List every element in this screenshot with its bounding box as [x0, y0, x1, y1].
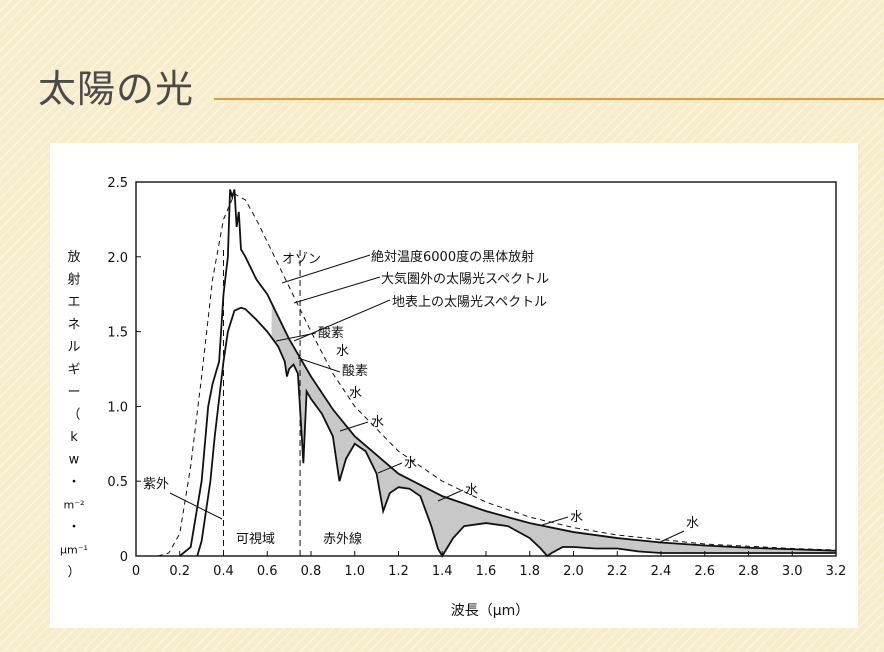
absorption-label: オゾン: [282, 252, 321, 267]
y-axis-label-char: m⁻²: [64, 499, 85, 512]
x-tick-label: 1.6: [476, 564, 497, 579]
y-axis-label-char: w: [69, 453, 80, 468]
spectrum-chart: 0 0.2 0.4 0.6 0.8 1.0 1.2 1.4 1.6 1.8 2.0 2.2 2.4 2.6…: [60, 176, 846, 619]
y-axis-label-char: ル: [67, 340, 80, 355]
legend-label-surface: 地表上の太陽光スペクトル: [392, 295, 547, 310]
absorption-label: 水: [465, 483, 478, 498]
x-tick-label: 2.4: [651, 564, 672, 579]
absorption-label: 水: [336, 344, 349, 359]
absorption-label: 酸素: [342, 364, 368, 379]
y-axis-label-char: （: [67, 408, 80, 423]
x-tick-label: 1.2: [388, 564, 409, 579]
y-axis-label-char: 射: [67, 272, 80, 288]
title-underline: [214, 98, 884, 100]
y-axis-label-char: エ: [67, 295, 80, 310]
callout-line: [377, 462, 403, 474]
x-tick-label: 2.6: [694, 564, 715, 579]
callout-line: [657, 530, 685, 544]
x-axis-label: 波長（μm）: [451, 603, 530, 619]
y-tick-label: 1.0: [107, 400, 128, 415]
region-label-visible: 可視域: [236, 532, 275, 547]
blackbody-curve: [157, 193, 837, 557]
y-axis-label-char: 放: [67, 250, 80, 265]
callout-line: [275, 332, 317, 342]
callout-line: [297, 357, 341, 373]
x-tick-label: 0.8: [301, 564, 322, 579]
y-tick-label: 0.5: [107, 475, 128, 490]
x-tick-label: 3.0: [782, 564, 803, 579]
legend-label-blackbody: 絶対温度6000度の黒体放射: [371, 249, 534, 265]
y-tick-label: 2.5: [107, 176, 128, 191]
y-axis-label-char: ・: [67, 475, 80, 490]
y-tick-label: 0: [120, 550, 128, 565]
x-tick-label: 0: [132, 564, 140, 579]
absorption-label: 酸素: [318, 326, 344, 341]
y-axis-label-char: μm⁻¹: [60, 544, 88, 557]
y-tick-label: 2.0: [107, 251, 128, 266]
absorption-label: 水: [404, 456, 417, 471]
callout-line: [293, 276, 381, 304]
absorption-label: 水: [686, 516, 699, 531]
y-axis-label-char: ネ: [67, 318, 80, 333]
axis-layer: 0 0.2 0.4 0.6 0.8 1.0 1.2 1.4 1.6 1.8 2.0 2.2 2.4 2.6…: [107, 176, 846, 579]
y-tick-label: 1.5: [107, 326, 128, 341]
x-tick-label: 2.8: [738, 564, 759, 579]
callout-line: [339, 421, 369, 432]
extraterrestrial-curve: [179, 189, 837, 557]
callout-line: [169, 492, 223, 520]
series-layer: [157, 189, 837, 558]
absorption-label: 水: [371, 415, 384, 430]
x-tick-label: 3.2: [826, 564, 847, 579]
x-tick-label: 1.0: [344, 564, 365, 579]
x-tick-label: 0.4: [213, 564, 234, 579]
y-axis-label-char: ギ: [67, 363, 80, 378]
absorption-label: 水: [570, 510, 583, 525]
y-axis-label-char: ー: [67, 385, 80, 400]
x-tick-label: 2.0: [563, 564, 584, 579]
y-axis-label-char: ・: [67, 520, 80, 535]
absorption-area: [271, 303, 836, 556]
slide-title: 太陽の光: [38, 67, 195, 111]
callout-line: [437, 489, 464, 502]
x-tick-label: 0.6: [257, 564, 278, 579]
callout-line: [281, 254, 371, 284]
region-label-infrared: 赤外線: [323, 531, 362, 547]
callout-line: [541, 516, 569, 526]
absorption-label: 水: [349, 386, 362, 401]
chart-panel: 0 0.2 0.4 0.6 0.8 1.0 1.2 1.4 1.6 1.8 2.0 2.2 2.4 2.6…: [50, 143, 858, 628]
surface-curve: [196, 306, 836, 558]
region-label-uv: 紫外: [143, 477, 169, 492]
y-axis-label-char: k: [70, 430, 78, 445]
x-tick-label: 0.2: [169, 564, 190, 579]
legend-label-extraterrestrial: 大気圏外の太陽光スペクトル: [381, 271, 549, 287]
x-tick-label: 2.2: [607, 564, 628, 579]
y-axis-label-char: ）: [67, 565, 80, 580]
absorption-shading: [271, 303, 836, 556]
x-tick-label: 1.4: [432, 564, 453, 579]
x-tick-label: 1.8: [519, 564, 540, 579]
